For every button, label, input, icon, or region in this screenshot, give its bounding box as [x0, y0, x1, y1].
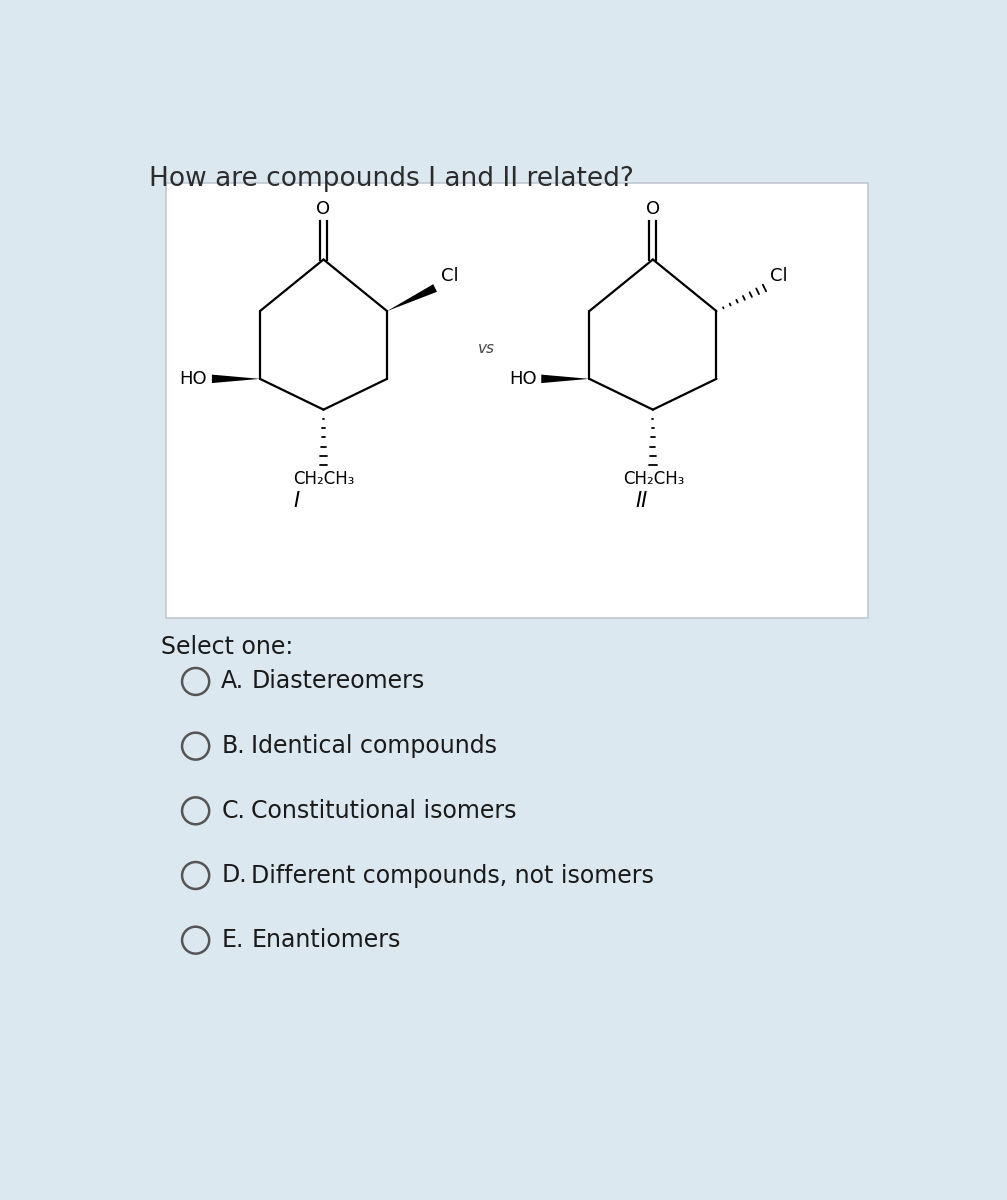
- Text: I: I: [293, 491, 299, 510]
- Text: Different compounds, not isomers: Different compounds, not isomers: [252, 864, 655, 888]
- Polygon shape: [387, 284, 437, 311]
- Text: HO: HO: [509, 370, 537, 388]
- Text: CH₂CH₃: CH₂CH₃: [294, 470, 354, 488]
- Text: Cl: Cl: [770, 266, 787, 284]
- Text: D.: D.: [222, 864, 247, 888]
- Text: HO: HO: [179, 370, 207, 388]
- Text: Diastereomers: Diastereomers: [252, 670, 425, 694]
- Text: CH₂CH₃: CH₂CH₃: [623, 470, 685, 488]
- Text: How are compounds I and II related?: How are compounds I and II related?: [149, 166, 634, 192]
- Text: C.: C.: [222, 799, 245, 823]
- Text: Select one:: Select one:: [161, 635, 293, 659]
- Text: B.: B.: [222, 734, 245, 758]
- Polygon shape: [542, 374, 589, 383]
- Text: vs: vs: [477, 341, 494, 355]
- Text: E.: E.: [222, 928, 244, 952]
- Text: Constitutional isomers: Constitutional isomers: [252, 799, 517, 823]
- Text: Cl: Cl: [440, 266, 458, 284]
- Text: II: II: [635, 491, 648, 510]
- Text: O: O: [316, 200, 330, 218]
- Text: Enantiomers: Enantiomers: [252, 928, 401, 952]
- Text: Identical compounds: Identical compounds: [252, 734, 497, 758]
- Text: A.: A.: [222, 670, 245, 694]
- Text: O: O: [645, 200, 660, 218]
- Polygon shape: [211, 374, 260, 383]
- FancyBboxPatch shape: [166, 182, 868, 618]
